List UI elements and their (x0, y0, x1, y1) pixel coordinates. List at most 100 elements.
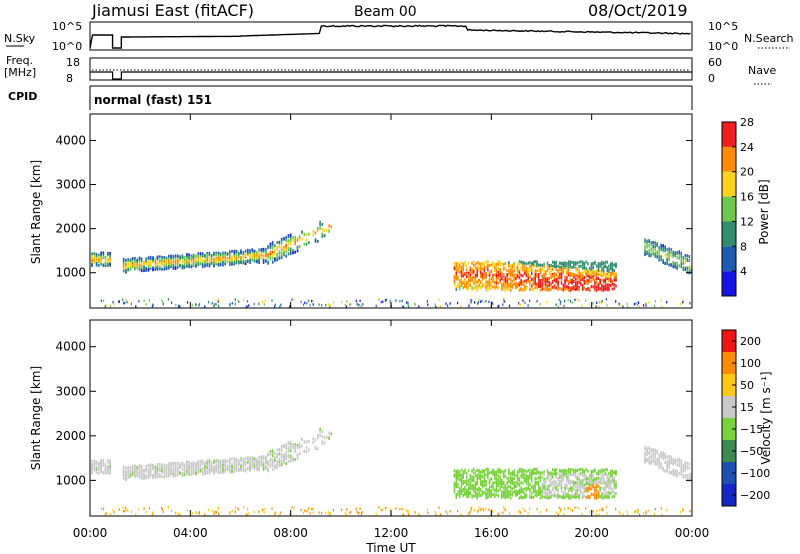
velocity-cell (269, 462, 272, 466)
power-cell (574, 261, 577, 265)
velocity-cell (560, 495, 563, 499)
velocity-cell (98, 461, 100, 465)
power-cell (186, 253, 188, 257)
freq-label-1: Freq. (6, 54, 33, 67)
power-cell (611, 282, 614, 286)
power-cell (298, 235, 301, 239)
power-cell (328, 224, 330, 228)
power-cell (564, 285, 566, 288)
power-cell (471, 287, 473, 291)
power-cell (274, 249, 276, 252)
power-cell (130, 302, 132, 306)
velocity-cell (459, 487, 461, 491)
velocity-cell (287, 449, 290, 453)
power-cell (603, 286, 605, 290)
power-cell (511, 279, 514, 283)
velocity-cell (181, 463, 184, 467)
velocity-cell (506, 476, 508, 480)
power-cell (656, 252, 658, 256)
velocity-cell (183, 465, 186, 469)
power-cell (615, 284, 617, 288)
velocity-cell (497, 489, 500, 493)
power-cell (581, 278, 584, 282)
velocity-cell (578, 485, 580, 489)
power-cell (539, 281, 542, 285)
power-cell (583, 269, 586, 273)
power-cell (172, 266, 175, 270)
velocity-cell (445, 510, 447, 513)
power-cell (289, 233, 292, 237)
nsky-tick-low: 10^0 (52, 40, 82, 53)
velocity-ytick-label: 1000 (55, 473, 86, 487)
velocity-cell (327, 511, 330, 514)
velocity-cell (532, 489, 535, 493)
power-cell (690, 265, 692, 269)
velocity-cell (222, 468, 224, 472)
velocity-cell (323, 436, 326, 440)
power-cell (294, 250, 296, 254)
power-colorbar-tick: 20 (740, 166, 754, 179)
velocity-cell (480, 488, 482, 491)
velocity-cell (527, 481, 529, 485)
power-cell (557, 280, 559, 284)
velocity-cell (231, 466, 233, 470)
velocity-cell (283, 453, 285, 457)
power-cell (587, 271, 589, 275)
velocity-cell (130, 510, 132, 514)
power-cell (502, 303, 504, 306)
velocity-cell (280, 449, 283, 452)
velocity-cell (523, 477, 526, 481)
velocity-cell (134, 473, 136, 477)
power-cell (208, 253, 211, 257)
velocity-cell (490, 492, 493, 496)
power-cell (175, 303, 177, 307)
velocity-cell (666, 508, 668, 512)
velocity-cell (555, 487, 557, 491)
power-cell (303, 233, 306, 237)
velocity-cell (615, 472, 617, 476)
power-cell (548, 281, 550, 285)
power-cell (527, 304, 529, 307)
velocity-cell (287, 454, 290, 458)
power-cell (660, 243, 662, 247)
velocity-cell (208, 471, 211, 475)
power-cell (473, 286, 475, 290)
velocity-cell (497, 494, 500, 498)
velocity-cell (473, 467, 475, 471)
velocity-cell (190, 464, 193, 467)
power-cell (271, 260, 274, 264)
power-cell (445, 302, 447, 305)
power-ytick-label: 3000 (55, 178, 86, 192)
power-cell (666, 257, 668, 261)
power-cell (684, 259, 686, 263)
power-cell (527, 270, 529, 274)
power-cell (522, 268, 524, 272)
power-cell (615, 277, 617, 281)
power-cell (244, 260, 247, 263)
power-colorbar-tick: 16 (740, 191, 754, 204)
velocity-cell (222, 463, 224, 467)
velocity-cell (285, 453, 287, 457)
velocity-cell (102, 463, 105, 467)
velocity-cell (546, 473, 549, 476)
power-cell (596, 301, 598, 304)
velocity-cell (523, 469, 526, 473)
velocity-cell (564, 486, 566, 490)
power-cell (522, 299, 524, 302)
velocity-cell (666, 460, 668, 464)
velocity-cell (571, 473, 573, 477)
power-cell (515, 266, 517, 270)
power-cell (330, 225, 333, 229)
velocity-cell (494, 480, 496, 484)
velocity-cell (502, 475, 505, 479)
velocity-cell (518, 510, 520, 514)
velocity-cell (532, 487, 535, 491)
power-cell (147, 256, 150, 260)
velocity-cell (490, 477, 493, 480)
power-cell (658, 258, 660, 262)
power-cell (460, 280, 463, 284)
velocity-cell (165, 470, 168, 473)
velocity-cell (345, 513, 348, 517)
velocity-cell (156, 463, 159, 466)
velocity-cell (468, 512, 470, 515)
